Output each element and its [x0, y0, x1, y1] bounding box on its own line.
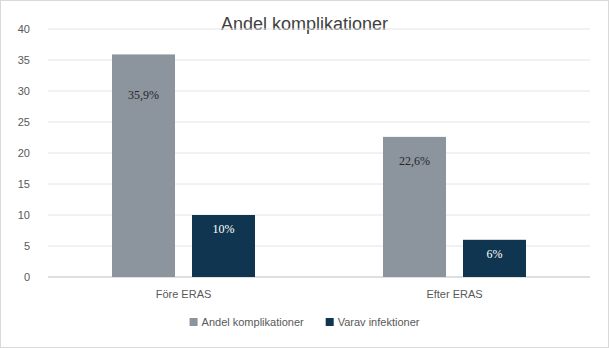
y-tick-label: 40: [18, 23, 30, 35]
x-tick-label: Efter ERAS: [426, 288, 482, 300]
bar: [383, 137, 446, 277]
legend-label: Andel komplikationer: [202, 316, 304, 328]
bar: [192, 215, 255, 277]
y-tick-label: 0: [24, 271, 30, 283]
data-label: 6%: [487, 247, 503, 261]
x-tick-label: Före ERAS: [156, 288, 212, 300]
data-labels: 35,9% 22,6% 10% 6%: [128, 88, 503, 261]
chart-svg: Andel komplikationer 0 5 10 15 20 25 30 35 40 35,9…: [0, 0, 609, 348]
data-label: 35,9%: [128, 88, 159, 102]
legend-swatch: [326, 318, 334, 326]
y-tick-label: 15: [18, 178, 30, 190]
bar: [463, 240, 526, 277]
legend: Andel komplikationer Varav infektioner: [190, 316, 420, 328]
y-tick-label: 20: [18, 147, 30, 159]
y-tick-label: 30: [18, 85, 30, 97]
chart-title: Andel komplikationer: [221, 14, 388, 34]
chart-frame: [1, 1, 609, 348]
y-tick-label: 10: [18, 209, 30, 221]
bars: [112, 54, 526, 277]
data-label: 22,6%: [399, 154, 430, 168]
y-tick-label: 25: [18, 116, 30, 128]
grid-line: [48, 29, 590, 30]
chart-container: Andel komplikationer 0 5 10 15 20 25 30 35 40 35,9…: [0, 0, 609, 348]
y-tick-label: 35: [18, 54, 30, 66]
legend-swatch: [190, 318, 198, 326]
legend-label: Varav infektioner: [338, 316, 420, 328]
bar: [112, 54, 175, 277]
data-label: 10%: [213, 222, 235, 236]
y-tick-label: 5: [24, 240, 30, 252]
